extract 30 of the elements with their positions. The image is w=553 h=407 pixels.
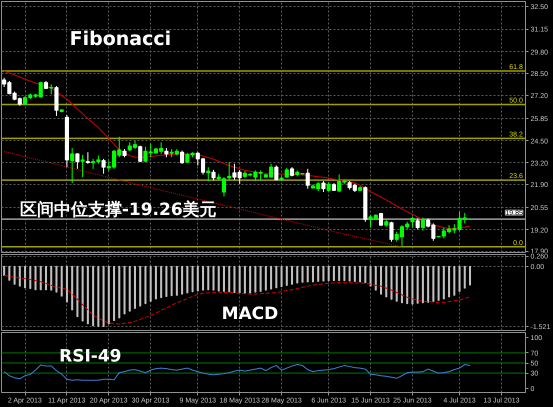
candlestick bbox=[54, 86, 59, 116]
candlestick bbox=[227, 162, 232, 181]
line-series bbox=[4, 364, 471, 381]
annotation: Fibonacci bbox=[70, 28, 172, 50]
candlestick bbox=[389, 221, 394, 242]
candlestick bbox=[410, 216, 414, 228]
candlestick bbox=[80, 154, 85, 178]
candlestick bbox=[326, 182, 331, 192]
candlestick bbox=[321, 180, 326, 193]
candlestick bbox=[206, 166, 210, 182]
candlestick bbox=[86, 152, 90, 164]
annotation: 区间中位支撑-19.26美元 bbox=[20, 200, 217, 220]
candlestick bbox=[274, 164, 278, 181]
candlestick bbox=[378, 212, 384, 227]
annotation: RSI-49 bbox=[59, 346, 122, 366]
candlestick bbox=[164, 148, 168, 158]
candlestick bbox=[290, 166, 294, 177]
line-series bbox=[4, 274, 471, 325]
candlestick bbox=[306, 168, 310, 190]
candlestick bbox=[416, 218, 420, 230]
candlestick bbox=[102, 158, 106, 174]
candlestick bbox=[49, 84, 54, 95]
annotation: MACD bbox=[222, 304, 278, 324]
line-series bbox=[4, 151, 402, 248]
candlestick bbox=[75, 152, 80, 170]
candlestick bbox=[70, 148, 74, 184]
candlestick bbox=[211, 169, 216, 181]
candlestick bbox=[138, 145, 142, 163]
candlestick bbox=[420, 217, 425, 232]
candlestick bbox=[180, 150, 184, 164]
